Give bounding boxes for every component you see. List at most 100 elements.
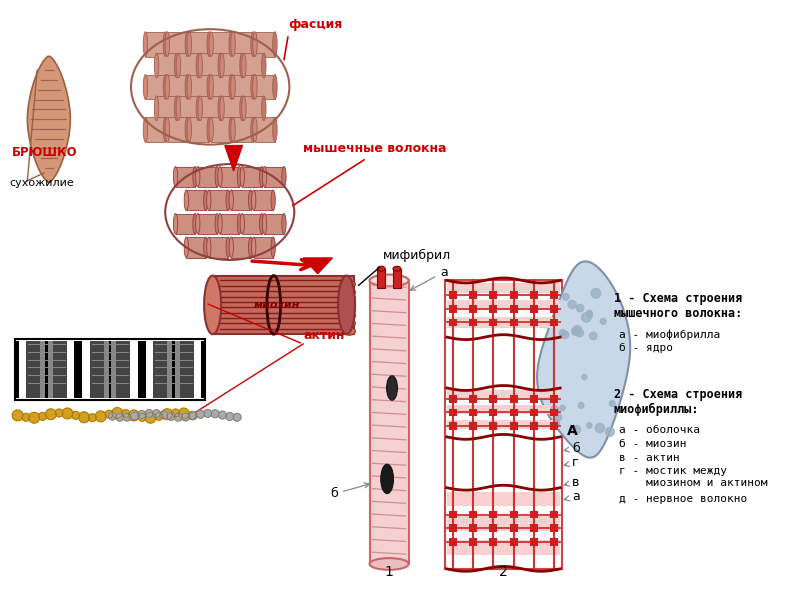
Bar bbox=[255, 117, 275, 142]
Bar bbox=[550, 511, 558, 518]
Bar bbox=[530, 524, 538, 532]
Ellipse shape bbox=[163, 117, 168, 142]
Ellipse shape bbox=[386, 376, 398, 400]
Bar bbox=[449, 422, 457, 430]
Ellipse shape bbox=[174, 214, 178, 234]
Polygon shape bbox=[27, 56, 70, 182]
Bar bbox=[233, 32, 253, 56]
Bar bbox=[45, 341, 48, 398]
Circle shape bbox=[218, 411, 226, 419]
Ellipse shape bbox=[185, 117, 190, 142]
Bar bbox=[200, 96, 220, 121]
Text: б - миозин: б - миозин bbox=[619, 439, 686, 449]
Circle shape bbox=[591, 289, 601, 298]
Ellipse shape bbox=[229, 237, 234, 257]
Ellipse shape bbox=[240, 53, 244, 78]
Ellipse shape bbox=[176, 53, 181, 78]
Circle shape bbox=[233, 413, 241, 421]
Circle shape bbox=[89, 414, 96, 422]
Bar bbox=[550, 409, 558, 416]
Polygon shape bbox=[303, 258, 332, 274]
Ellipse shape bbox=[215, 214, 219, 234]
Ellipse shape bbox=[249, 237, 253, 257]
Bar bbox=[469, 538, 477, 546]
Bar bbox=[445, 280, 562, 569]
Ellipse shape bbox=[207, 117, 211, 142]
Circle shape bbox=[562, 293, 569, 300]
Circle shape bbox=[122, 410, 130, 418]
Bar bbox=[220, 167, 239, 187]
Ellipse shape bbox=[282, 167, 286, 187]
Circle shape bbox=[182, 413, 190, 421]
Bar bbox=[446, 492, 560, 506]
Text: а - миофибрилла: а - миофибрилла bbox=[619, 329, 720, 340]
Ellipse shape bbox=[174, 167, 178, 187]
Bar bbox=[186, 237, 206, 257]
Bar bbox=[254, 237, 273, 257]
Ellipse shape bbox=[253, 117, 257, 142]
Circle shape bbox=[568, 301, 576, 308]
Bar bbox=[449, 291, 457, 299]
Ellipse shape bbox=[226, 237, 230, 257]
Bar bbox=[469, 511, 477, 518]
Ellipse shape bbox=[259, 214, 264, 234]
Ellipse shape bbox=[250, 117, 255, 142]
Bar bbox=[446, 420, 560, 428]
Bar bbox=[167, 32, 187, 56]
Text: а: а bbox=[564, 490, 580, 503]
Ellipse shape bbox=[215, 167, 219, 187]
Bar bbox=[490, 409, 498, 416]
Text: мышечные волокна: мышечные волокна bbox=[303, 142, 446, 155]
Circle shape bbox=[204, 410, 212, 418]
Ellipse shape bbox=[344, 304, 355, 312]
Circle shape bbox=[12, 410, 23, 421]
Text: сухожилие: сухожилие bbox=[10, 178, 74, 188]
Ellipse shape bbox=[174, 53, 178, 78]
Ellipse shape bbox=[273, 117, 277, 142]
Text: б: б bbox=[330, 483, 370, 500]
Ellipse shape bbox=[154, 53, 158, 78]
Ellipse shape bbox=[378, 266, 385, 271]
Ellipse shape bbox=[193, 167, 197, 187]
Circle shape bbox=[188, 412, 196, 419]
Circle shape bbox=[600, 319, 606, 324]
Bar bbox=[550, 524, 558, 532]
Bar bbox=[370, 280, 409, 564]
Bar bbox=[26, 341, 66, 398]
Ellipse shape bbox=[209, 117, 214, 142]
Ellipse shape bbox=[262, 53, 266, 78]
Ellipse shape bbox=[206, 237, 211, 257]
Bar bbox=[198, 167, 218, 187]
Ellipse shape bbox=[229, 32, 234, 56]
Circle shape bbox=[586, 423, 592, 428]
Bar bbox=[490, 291, 498, 299]
Bar bbox=[167, 341, 179, 398]
Bar bbox=[490, 395, 498, 403]
Bar bbox=[530, 305, 538, 313]
Ellipse shape bbox=[242, 96, 246, 121]
Ellipse shape bbox=[238, 167, 242, 187]
Ellipse shape bbox=[193, 214, 197, 234]
Bar bbox=[490, 511, 498, 518]
Text: 1: 1 bbox=[385, 565, 394, 578]
Bar bbox=[550, 538, 558, 546]
Circle shape bbox=[573, 326, 582, 334]
Bar bbox=[222, 96, 242, 121]
Ellipse shape bbox=[338, 275, 355, 334]
Ellipse shape bbox=[271, 190, 275, 211]
Ellipse shape bbox=[143, 74, 148, 99]
Ellipse shape bbox=[206, 190, 211, 211]
Bar bbox=[154, 341, 194, 398]
Ellipse shape bbox=[185, 32, 190, 56]
Circle shape bbox=[46, 409, 56, 419]
Bar bbox=[469, 319, 477, 326]
Bar bbox=[255, 32, 275, 56]
Circle shape bbox=[606, 427, 614, 436]
Circle shape bbox=[138, 413, 146, 421]
Bar bbox=[550, 291, 558, 299]
Circle shape bbox=[138, 410, 146, 418]
Bar bbox=[233, 74, 253, 99]
Ellipse shape bbox=[165, 117, 170, 142]
Circle shape bbox=[155, 412, 162, 420]
Bar bbox=[198, 214, 218, 234]
